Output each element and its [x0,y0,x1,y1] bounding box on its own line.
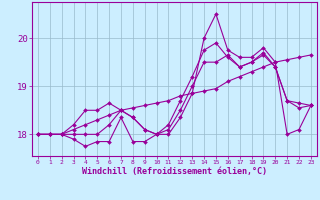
X-axis label: Windchill (Refroidissement éolien,°C): Windchill (Refroidissement éolien,°C) [82,167,267,176]
